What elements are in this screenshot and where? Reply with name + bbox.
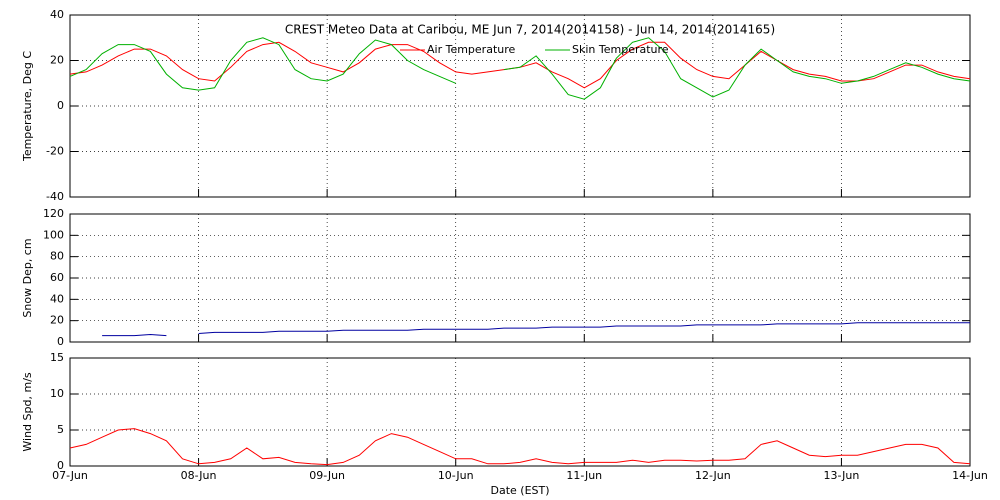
x-tick-label: 08-Jun	[181, 469, 217, 482]
y-tick-label: 0	[57, 99, 64, 112]
y-tick-label: 100	[43, 228, 64, 241]
x-tick-label: 07-Jun	[52, 469, 88, 482]
legend-label: Air Temperature	[427, 43, 516, 56]
data-line	[69, 37, 971, 100]
y-tick-label: 10	[50, 387, 64, 400]
legend-label: Skin Temperature	[572, 43, 669, 56]
x-tick-label: 13-Jun	[824, 469, 860, 482]
y-tick-label: 0	[57, 335, 64, 348]
y-tick-label: 20	[50, 54, 64, 67]
x-tick-label: 14-Jun	[952, 469, 988, 482]
y-axis-label: Snow Dep, cm	[21, 238, 34, 317]
plot-frame	[69, 213, 971, 343]
x-tick-label: 09-Jun	[309, 469, 345, 482]
chart-title: CREST Meteo Data at Caribou, ME Jun 7, 2…	[285, 23, 775, 37]
y-tick-label: 40	[50, 8, 64, 21]
plot-frame	[69, 357, 971, 467]
y-tick-label: 60	[50, 271, 64, 284]
x-tick-label: 10-Jun	[438, 469, 474, 482]
data-line	[69, 428, 971, 466]
y-tick-label: 40	[50, 292, 64, 305]
y-tick-label: 5	[57, 423, 64, 436]
y-axis-label: Wind Spd, m/s	[21, 372, 34, 452]
y-tick-label: 120	[43, 207, 64, 220]
y-tick-label: 20	[50, 314, 64, 327]
y-tick-label: 15	[50, 351, 64, 364]
x-tick-label: 12-Jun	[695, 469, 731, 482]
y-axis-label: Temperature, Deg C	[21, 51, 34, 162]
y-tick-label: 0	[57, 459, 64, 472]
data-line	[102, 322, 970, 337]
y-tick-label: -40	[46, 190, 64, 203]
y-tick-label: 80	[50, 250, 64, 263]
x-tick-label: 11-Jun	[566, 469, 602, 482]
x-axis-label: Date (EST)	[490, 484, 549, 497]
y-tick-label: -20	[46, 145, 64, 158]
plot-frame	[69, 14, 971, 198]
